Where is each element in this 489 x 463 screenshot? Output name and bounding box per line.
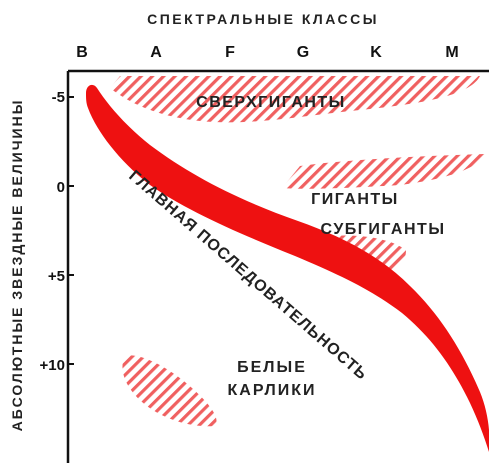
- spectral-class-k: K: [370, 44, 382, 61]
- spectral-class-labels: B A F G K M: [76, 44, 458, 61]
- spectral-class-m: M: [445, 44, 458, 61]
- white-dwarfs-label-line1: БЕЛЫЕ: [237, 359, 307, 376]
- magnitude-label-minus5: -5: [52, 89, 65, 106]
- supergiants-region: [110, 76, 480, 123]
- magnitude-labels: -5 0 +5 +10: [40, 89, 65, 374]
- magnitude-label-0: 0: [57, 179, 65, 196]
- spectral-class-b: B: [76, 44, 88, 61]
- giants-label: ГИГАНТЫ: [311, 191, 399, 208]
- magnitude-label-plus5: +5: [48, 268, 65, 285]
- subgiants-label: СУБГИГАНТЫ: [321, 221, 446, 238]
- main-sequence-band: [86, 84, 489, 452]
- magnitude-axis-title: АБСОЛЮТНЫЕ ЗВЕЗДНЫЕ ВЕЛИЧИНЫ: [9, 99, 25, 432]
- white-dwarfs-region: [122, 355, 217, 427]
- spectral-classes-title: СПЕКТРАЛЬНЫЕ КЛАССЫ: [147, 11, 379, 27]
- magnitude-label-plus10: +10: [40, 357, 65, 374]
- axes: [66, 69, 489, 463]
- white-dwarfs-label-line2: КАРЛИКИ: [228, 382, 317, 399]
- supergiants-label: СВЕРХГИГАНТЫ: [196, 94, 346, 111]
- giants-region: [282, 154, 485, 189]
- spectral-class-g: G: [297, 44, 309, 61]
- spectral-class-a: A: [150, 44, 162, 61]
- spectral-class-f: F: [225, 44, 235, 61]
